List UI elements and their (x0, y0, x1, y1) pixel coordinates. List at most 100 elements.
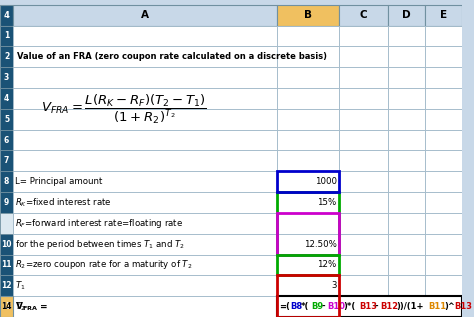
Text: 11: 11 (1, 261, 12, 269)
Bar (388, 26, 425, 46)
Text: 9: 9 (4, 198, 9, 207)
Text: -: - (322, 302, 326, 311)
Bar (0, 67, 13, 88)
Bar (13, 46, 277, 67)
Text: 1000: 1000 (315, 177, 337, 186)
Bar (277, 192, 339, 213)
Text: -: - (375, 302, 379, 311)
Text: B12: B12 (380, 302, 398, 311)
Text: B9: B9 (311, 302, 323, 311)
Bar (425, 213, 462, 234)
Bar (339, 213, 388, 234)
Bar (339, 130, 388, 151)
Text: 4: 4 (4, 11, 9, 20)
Bar (277, 151, 339, 171)
Text: 2: 2 (4, 52, 9, 61)
Bar (425, 130, 462, 151)
Text: C: C (360, 10, 367, 20)
Text: $R_K$=fixed interest rate: $R_K$=fixed interest rate (15, 196, 112, 209)
Bar (425, 171, 462, 192)
Bar (13, 26, 277, 46)
Bar (388, 67, 425, 88)
Bar (388, 171, 425, 192)
Bar (277, 46, 339, 67)
Text: 4: 4 (4, 94, 9, 103)
Bar (339, 5, 388, 26)
Text: *(: *( (301, 302, 309, 311)
Text: $\mathbf{V_{FRA}}$ =: $\mathbf{V_{FRA}}$ = (15, 300, 48, 313)
Bar (388, 296, 425, 317)
Text: B8: B8 (290, 302, 302, 311)
Bar (339, 296, 388, 317)
Bar (339, 67, 388, 88)
Bar (277, 234, 339, 255)
Bar (0, 171, 13, 192)
Text: 3: 3 (4, 73, 9, 82)
Text: 3: 3 (331, 281, 337, 290)
Text: B10: B10 (327, 302, 345, 311)
Bar (277, 130, 339, 151)
Bar (277, 67, 339, 88)
Bar (339, 171, 388, 192)
Bar (0, 192, 13, 213)
Bar (388, 88, 425, 109)
Text: 12%: 12% (318, 261, 337, 269)
Bar (339, 234, 388, 255)
Bar (277, 275, 339, 296)
Bar (13, 296, 277, 317)
Bar (425, 296, 462, 317)
Bar (425, 192, 462, 213)
Text: 6: 6 (4, 136, 9, 145)
Bar (425, 88, 462, 109)
Bar (388, 234, 425, 255)
Text: 4: 4 (331, 302, 337, 311)
Bar (388, 255, 425, 275)
Text: =(: =( (279, 302, 290, 311)
Bar (388, 213, 425, 234)
Text: 12.50%: 12.50% (304, 240, 337, 249)
Bar (13, 151, 277, 171)
Bar (13, 5, 277, 26)
Bar (339, 46, 388, 67)
Bar (277, 171, 339, 192)
Text: B: B (304, 10, 312, 20)
Bar (277, 109, 339, 130)
Bar (13, 109, 277, 130)
Bar (0, 296, 13, 317)
Bar (13, 275, 277, 296)
Text: E: E (440, 10, 447, 20)
Bar (425, 151, 462, 171)
Text: 14: 14 (1, 302, 12, 311)
Bar (339, 26, 388, 46)
Text: $R_2$=zero coupon rate for a maturity of $T_2$: $R_2$=zero coupon rate for a maturity of… (15, 258, 193, 271)
Bar (0, 255, 13, 275)
Bar (388, 192, 425, 213)
Bar (388, 5, 425, 26)
Bar (0, 234, 13, 255)
Bar (339, 192, 388, 213)
Text: L= Principal amount: L= Principal amount (15, 177, 103, 186)
Bar (388, 130, 425, 151)
Bar (277, 275, 339, 317)
Text: 8: 8 (4, 177, 9, 186)
Text: $R_F$=forward interest rate=floating rate: $R_F$=forward interest rate=floating rat… (15, 217, 183, 230)
Bar (425, 46, 462, 67)
Bar (425, 255, 462, 275)
Text: )^: )^ (444, 302, 455, 311)
Bar (0, 275, 13, 296)
Bar (0, 26, 13, 46)
Text: 10: 10 (1, 240, 12, 249)
Text: 5: 5 (4, 115, 9, 124)
Bar (13, 234, 277, 255)
Text: A: A (141, 10, 149, 20)
Bar (339, 275, 388, 296)
Text: )*(: )*( (343, 302, 356, 311)
Bar (277, 255, 339, 275)
Text: B13: B13 (455, 302, 473, 311)
Text: 1: 1 (4, 31, 9, 41)
Bar (425, 234, 462, 255)
Text: for the period between times $T_1$ and $T_2$: for the period between times $T_1$ and $… (15, 238, 185, 251)
Bar (13, 67, 277, 88)
Bar (277, 296, 339, 317)
Bar (13, 213, 277, 234)
